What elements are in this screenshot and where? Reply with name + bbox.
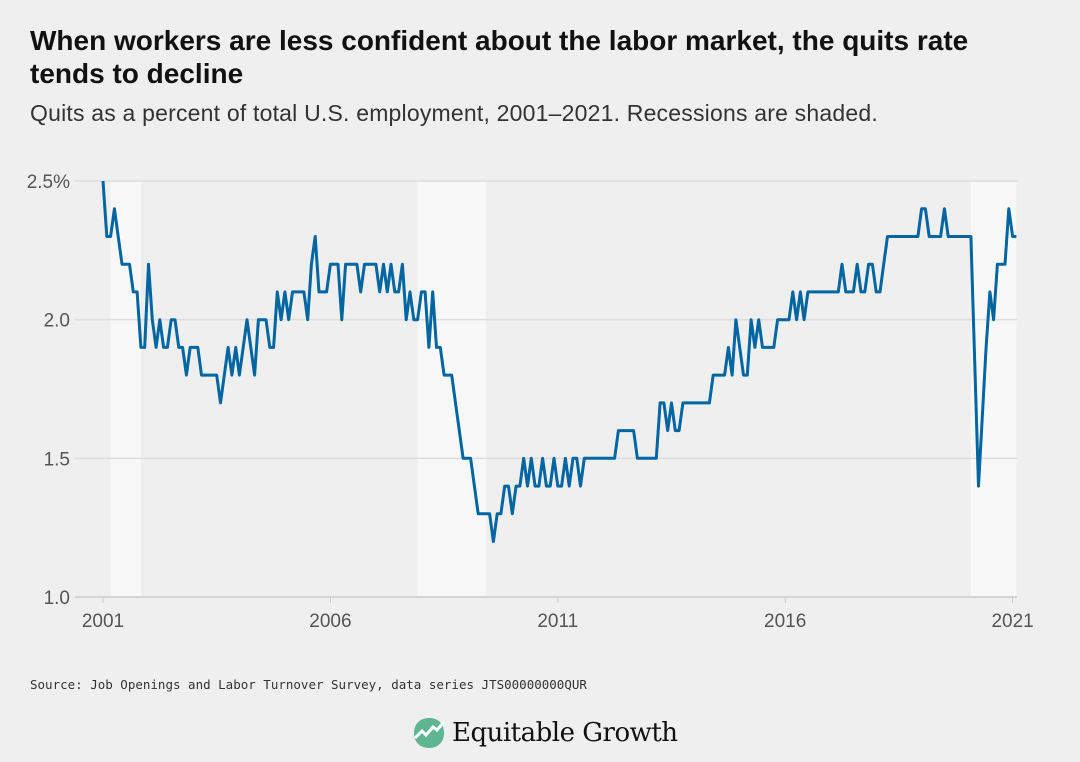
recession-band [970, 181, 1017, 597]
logo-text: Equitable Growth [452, 718, 678, 748]
quits-rate-line [101, 180, 1017, 543]
y-tick-label: 2.0 [44, 311, 70, 332]
growth-leaf-icon [413, 718, 446, 748]
recession-band [417, 181, 486, 597]
source-note: Source: Job Openings and Labor Turnover … [30, 677, 587, 692]
y-tick-label: 2.5% [27, 172, 70, 193]
x-tick-label: 2021 [991, 611, 1033, 632]
x-tick-label: 2011 [537, 611, 578, 632]
recession-shading [110, 181, 1017, 597]
recession-band [110, 181, 141, 597]
x-tick-label: 2006 [309, 611, 351, 632]
gridlines [75, 180, 1017, 598]
x-tick-label: 2001 [82, 611, 124, 632]
y-tick-label: 1.5 [44, 449, 70, 470]
y-axis-labels: 1.0 1.5 2.0 2.5% [27, 172, 70, 609]
chart-subtitle: Quits as a percent of total U.S. employm… [30, 100, 878, 126]
x-tick-label: 2016 [764, 611, 806, 632]
y-tick-label: 1.0 [44, 588, 70, 609]
series [101, 180, 1017, 543]
x-axis-labels: 2001 2006 2011 2016 2021 [82, 597, 1034, 632]
chart-title: When workers are less confident about th… [30, 25, 969, 89]
equitable-growth-logo: Equitable Growth [412, 716, 678, 750]
